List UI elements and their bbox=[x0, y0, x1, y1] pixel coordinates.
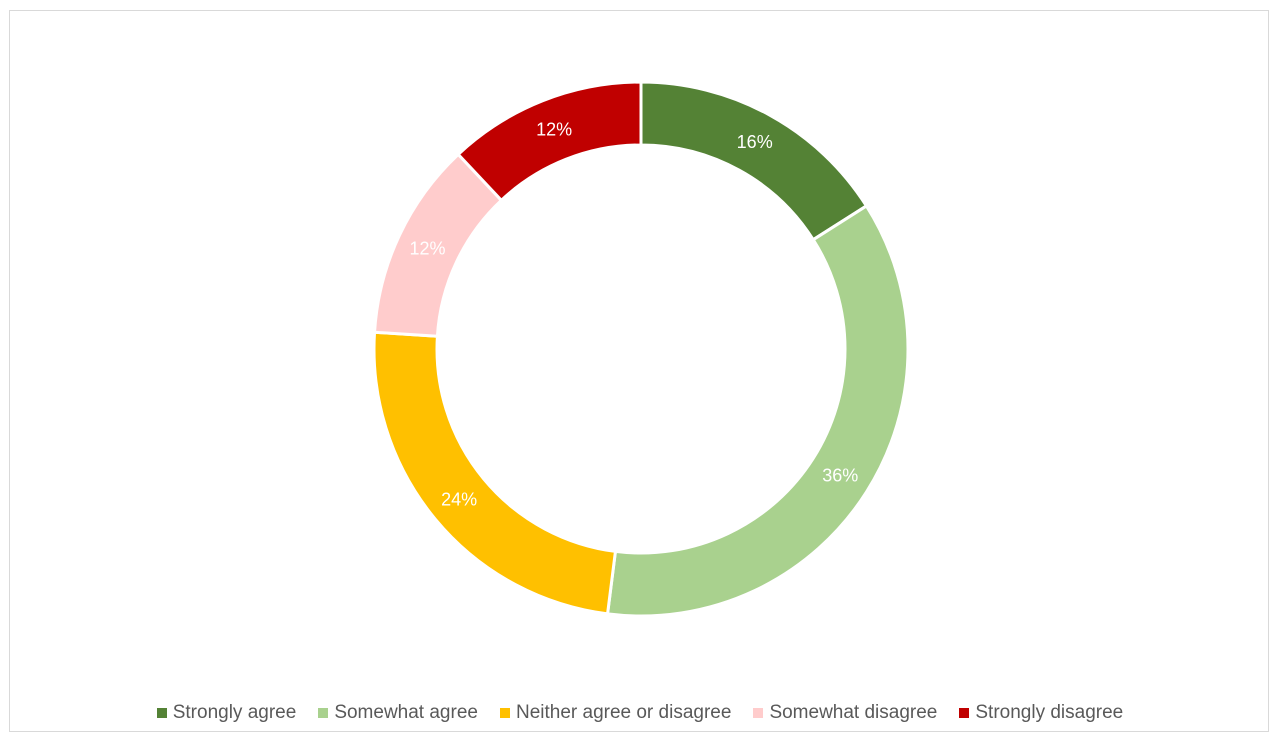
data-label-strongly-disagree: 12% bbox=[536, 120, 572, 140]
legend-label-somewhat-agree: Somewhat agree bbox=[334, 702, 478, 723]
legend-swatch-strongly-agree bbox=[156, 708, 167, 718]
legend-label-strongly-agree: Strongly agree bbox=[172, 702, 297, 723]
legend-label-somewhat-disagree: Somewhat disagree bbox=[769, 702, 938, 723]
legend-swatch-neither bbox=[499, 708, 510, 718]
donut-chart: 16% 36% 24% 12% 12% bbox=[372, 80, 910, 618]
donut-slice-strongly-disagree bbox=[456, 80, 643, 202]
legend-item-strongly-disagree: Strongly disagree bbox=[959, 702, 1123, 724]
legend-item-somewhat-disagree: Somewhat disagree bbox=[753, 702, 937, 724]
legend-label-neither: Neither agree or disagree bbox=[515, 702, 732, 723]
data-label-somewhat-disagree: 12% bbox=[409, 239, 445, 259]
data-label-strongly-agree: 16% bbox=[737, 132, 773, 152]
legend-swatch-somewhat-disagree bbox=[753, 708, 764, 718]
legend-swatch-strongly-disagree bbox=[959, 708, 970, 718]
donut-slice-strongly-agree bbox=[639, 80, 868, 242]
data-label-neither-agree-or-disagree: 24% bbox=[441, 489, 477, 509]
legend-item-somewhat-agree: Somewhat agree bbox=[318, 702, 478, 724]
legend-label-strongly-disagree: Strongly disagree bbox=[975, 702, 1124, 723]
legend-item-strongly-agree: Strongly agree bbox=[156, 702, 297, 724]
donut-slice-somewhat-agree bbox=[606, 204, 910, 618]
legend-swatch-somewhat-agree bbox=[318, 708, 329, 718]
legend-item-neither: Neither agree or disagree bbox=[499, 702, 732, 724]
data-label-somewhat-agree: 36% bbox=[822, 465, 858, 485]
donut-slice-neither-agree-or-disagree bbox=[372, 330, 617, 616]
chart-legend: Strongly agree Somewhat agree Neither ag… bbox=[0, 699, 1280, 727]
